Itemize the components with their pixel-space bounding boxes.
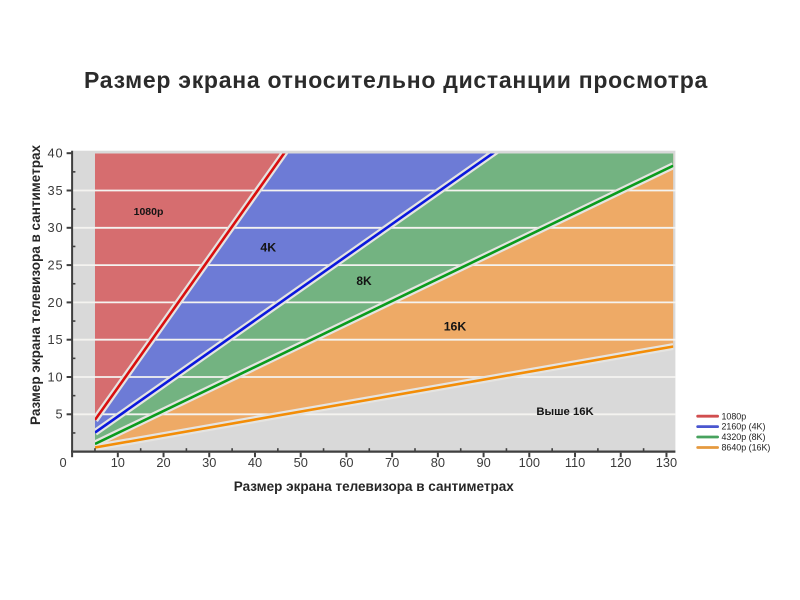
- svg-text:30: 30: [202, 455, 216, 470]
- svg-text:110: 110: [565, 455, 585, 470]
- svg-text:100: 100: [519, 455, 540, 470]
- svg-text:8640p (16K): 8640p (16K): [722, 443, 771, 453]
- svg-text:50: 50: [294, 455, 308, 470]
- svg-text:20: 20: [156, 455, 170, 470]
- svg-text:25: 25: [47, 258, 63, 273]
- svg-text:40: 40: [47, 146, 63, 161]
- svg-text:15: 15: [47, 332, 63, 347]
- svg-text:8K: 8K: [356, 274, 372, 288]
- svg-text:1080p: 1080p: [722, 411, 747, 421]
- svg-text:90: 90: [476, 455, 490, 470]
- svg-text:4320p (8K): 4320p (8K): [722, 432, 766, 442]
- svg-text:Размер экрана телевизора в сан: Размер экрана телевизора в сантиметрах: [234, 479, 514, 494]
- svg-text:16K: 16K: [444, 320, 467, 334]
- svg-text:10: 10: [111, 455, 125, 470]
- svg-text:20: 20: [47, 295, 63, 310]
- svg-text:2160p (4K): 2160p (4K): [722, 422, 766, 432]
- svg-text:120: 120: [610, 455, 631, 470]
- svg-text:0: 0: [59, 455, 66, 470]
- svg-text:10: 10: [47, 369, 63, 384]
- svg-text:4K: 4K: [260, 240, 276, 254]
- svg-text:70: 70: [385, 455, 399, 470]
- svg-text:Выше 16K: Выше 16K: [536, 406, 594, 418]
- svg-text:Размер экрана относительно дис: Размер экрана относительно дистанции про…: [84, 67, 708, 93]
- svg-text:40: 40: [248, 455, 262, 470]
- svg-text:30: 30: [47, 220, 63, 235]
- svg-text:60: 60: [339, 455, 353, 470]
- svg-text:Размер экрана телевизора в сан: Размер экрана телевизора в сантиметрах: [28, 145, 43, 425]
- svg-text:35: 35: [47, 183, 63, 198]
- svg-text:80: 80: [431, 455, 445, 470]
- svg-text:130: 130: [656, 455, 677, 470]
- svg-text:5: 5: [55, 407, 63, 422]
- svg-text:1080p: 1080p: [134, 206, 164, 218]
